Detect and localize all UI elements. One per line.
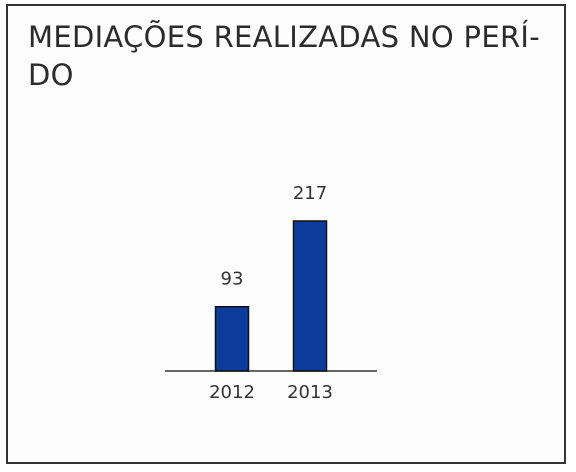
chart-title: MEDIAÇÕES REALIZADAS NO PERÍ- DO — [28, 18, 548, 94]
x-tick-label-2013: 2013 — [287, 382, 333, 403]
bar-2012 — [214, 305, 250, 372]
data-label-2013: 217 — [293, 183, 327, 204]
chart-title-line-1: MEDIAÇÕES REALIZADAS NO PERÍ- — [28, 20, 541, 54]
x-tick-label-2012: 2012 — [209, 382, 255, 403]
chart-panel: MEDIAÇÕES REALIZADAS NO PERÍ- DO — [6, 4, 566, 464]
chart-title-line-2: DO — [28, 58, 74, 92]
data-label-2012: 93 — [221, 269, 244, 290]
bar-2013 — [292, 220, 328, 372]
